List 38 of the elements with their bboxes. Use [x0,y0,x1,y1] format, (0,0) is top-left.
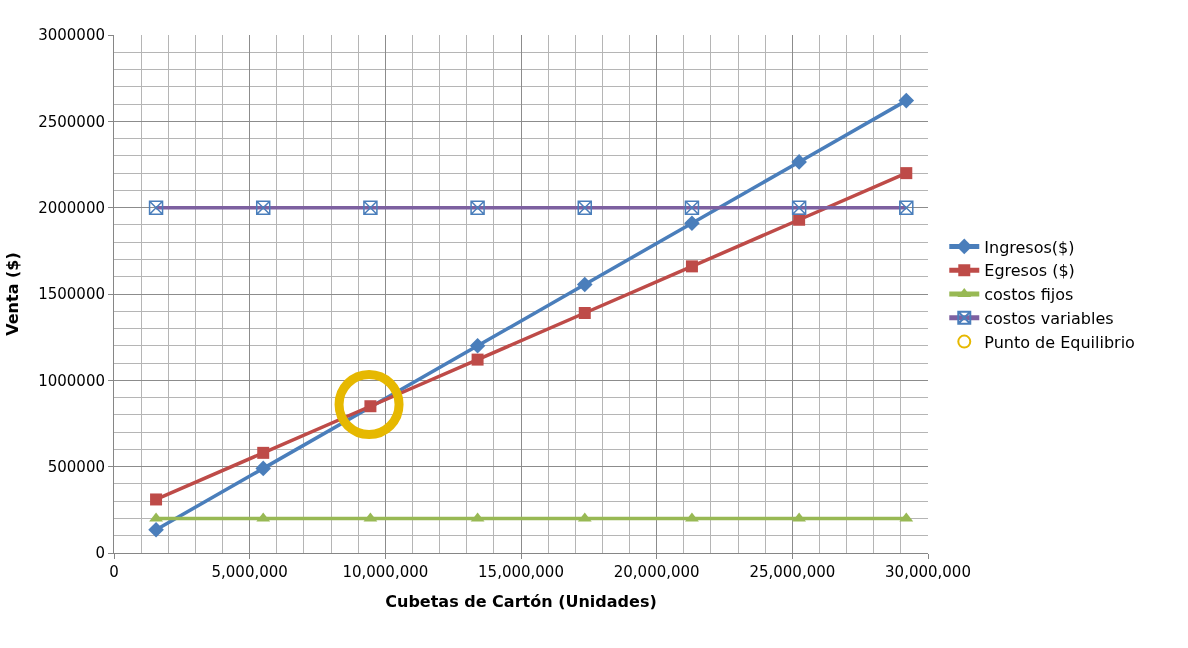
x-tick-label: 15,000,000 [478,563,564,581]
y-tick-label: 1000000 [38,371,105,390]
point [576,276,593,293]
y-tick-label: 500000 [47,457,105,476]
point [791,154,807,170]
y-tick-label: 1500000 [38,285,105,304]
point [469,338,486,354]
point [149,512,163,522]
point [334,370,404,439]
y-tick-label: 2000000 [38,198,105,217]
point [793,213,806,226]
legend-label: Punto de Equilibrio [984,332,1135,352]
point [898,92,915,109]
point [148,521,164,538]
x-tick-label: 5,000,000 [211,563,288,581]
legend-label: Ingresos($) [984,237,1075,257]
legend-label: costos variables [984,309,1114,329]
x-tick-label: 30,000,000 [885,563,971,581]
y-tick-label: 2500000 [38,112,105,131]
point [364,400,377,413]
point [255,460,272,477]
x-tick-label: 10,000,000 [342,563,429,581]
legend-label: Egresos ($) [984,261,1075,281]
y-tick-label: 0 [95,544,105,563]
point [150,493,163,506]
point [684,215,700,232]
point [257,446,270,459]
y-tick-label: 3000000 [38,26,105,45]
x-tick-label: 0 [109,563,119,581]
x-axis-title: Cubetas de Cartón (Unidades) [385,591,657,611]
point [900,167,913,180]
y-axis-title: Venta ($) [3,252,23,336]
x-tick-label: 25,000,000 [749,563,836,581]
legend-label: costos fijos [984,285,1074,305]
point [578,306,591,319]
point [685,260,698,273]
point [471,353,484,366]
x-tick-label: 20,000,000 [613,563,700,581]
